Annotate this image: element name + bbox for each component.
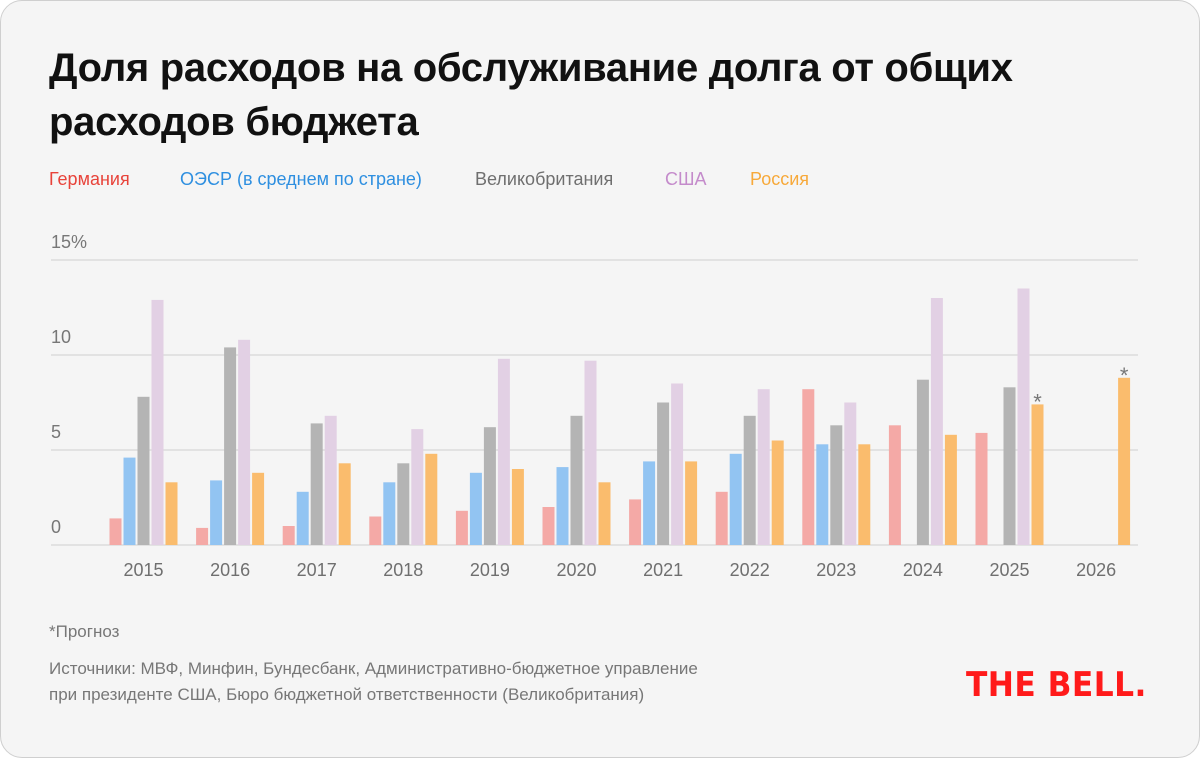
bar (685, 461, 698, 545)
bar (310, 423, 323, 545)
x-tick-label: 2026 (1076, 560, 1116, 580)
bar (743, 415, 756, 545)
bar (497, 358, 510, 545)
bar (383, 482, 396, 545)
bar (598, 482, 611, 545)
bar (1017, 288, 1030, 545)
bar (151, 299, 164, 545)
sources-line-1: Источники: МВФ, Минфин, Бундесбанк, Адми… (49, 659, 698, 678)
bar (411, 429, 424, 545)
bar (888, 425, 901, 545)
chart-title: Доля расходов на обслуживание долга от о… (49, 41, 1149, 149)
x-tick-label: 2019 (470, 560, 510, 580)
legend-item-russia: Россия (750, 169, 810, 189)
bar (324, 415, 337, 545)
y-tick-label: 0 (51, 517, 61, 537)
bar (210, 480, 223, 545)
x-tick-label: 2015 (123, 560, 163, 580)
bar (715, 491, 728, 545)
bar (296, 491, 309, 545)
bar (757, 389, 770, 545)
bar (282, 526, 295, 545)
forecast-asterisk: * (1033, 389, 1042, 414)
bar-chart: 0 5 10 15% 2015 2016 2017 2018 2019 2020 2021 2022 2… (51, 232, 1138, 580)
bar (252, 472, 265, 545)
bar (830, 425, 843, 545)
bar (916, 379, 929, 545)
bar (643, 461, 656, 545)
bar (671, 383, 684, 545)
bar (844, 402, 857, 545)
bar (123, 457, 136, 545)
bar (109, 518, 122, 545)
bar (816, 444, 829, 545)
x-tick-label: 2020 (556, 560, 596, 580)
forecast-footnote: *Прогноз (49, 622, 120, 641)
x-tick-label: 2025 (989, 560, 1029, 580)
bar (629, 499, 642, 545)
y-tick-label: 15% (51, 232, 87, 252)
bar (556, 467, 569, 545)
x-tick-label: 2022 (730, 560, 770, 580)
legend-item-uk: Великобритания (475, 169, 614, 189)
bar (542, 507, 555, 545)
chart-title-line-2: расходов бюджета (49, 100, 419, 144)
x-tick-label: 2017 (297, 560, 337, 580)
bar (771, 440, 784, 545)
x-tick-label: 2016 (210, 560, 250, 580)
bar (469, 472, 482, 545)
bar (858, 444, 871, 545)
bar (570, 415, 583, 545)
sources-line-2: при президенте США, Бюро бюджетной ответ… (49, 685, 645, 704)
bar (425, 453, 438, 545)
bar (657, 402, 670, 545)
bar (944, 434, 957, 545)
chart-title-line-1: Доля расходов на обслуживание долга от о… (49, 46, 1013, 90)
bar (369, 516, 382, 545)
legend-item-oecd: ОЭСР (в среднем по стране) (180, 169, 422, 189)
bar (238, 339, 251, 545)
legend-item-usa: США (665, 169, 707, 189)
bar (1118, 377, 1131, 545)
bar (483, 427, 496, 545)
y-tick-label: 10 (51, 327, 71, 347)
x-tick-label: 2018 (383, 560, 423, 580)
bar (729, 453, 742, 545)
bar (1031, 404, 1044, 545)
sources-note: Источники: МВФ, Минфин, Бундесбанк, Адми… (49, 656, 849, 708)
y-tick-label: 5 (51, 422, 61, 442)
bar (137, 396, 150, 545)
bar (584, 360, 597, 545)
x-tick-label: 2021 (643, 560, 683, 580)
bar (802, 389, 815, 545)
bar (397, 463, 410, 545)
the-bell-logo: THE BELL. (966, 665, 1147, 705)
bar (196, 527, 209, 545)
bar (975, 432, 988, 545)
x-tick-label: 2024 (903, 560, 943, 580)
x-tick-label: 2023 (816, 560, 856, 580)
bar (1003, 387, 1016, 545)
legend-item-germany: Германия (49, 169, 130, 189)
bar (455, 510, 468, 545)
bar (511, 469, 524, 545)
forecast-asterisk: * (1120, 363, 1129, 388)
bar (165, 482, 178, 545)
bar (224, 347, 237, 545)
bar (930, 298, 943, 545)
bar (338, 463, 351, 545)
